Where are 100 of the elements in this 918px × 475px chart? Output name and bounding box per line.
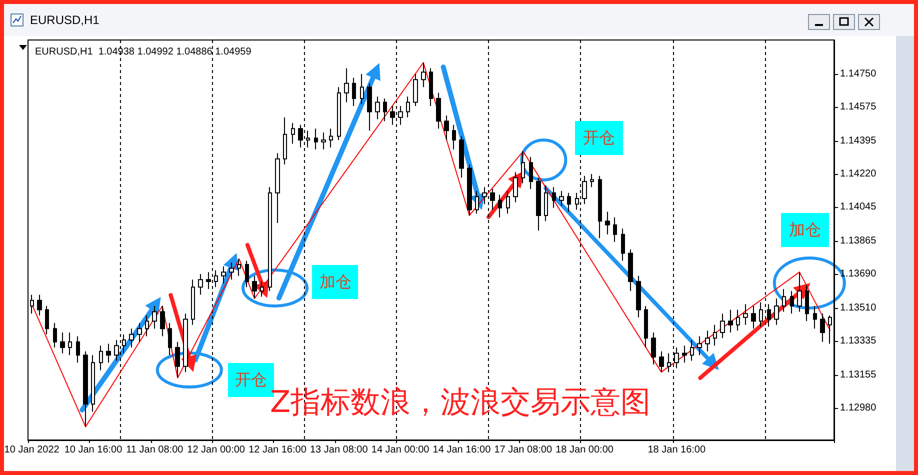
candlestick <box>720 313 725 339</box>
candlestick <box>828 314 832 344</box>
y-tick-label: 1.12980 <box>840 402 877 414</box>
candlestick <box>644 306 648 348</box>
annotation: 开仓 <box>575 121 624 155</box>
candlestick <box>805 284 809 322</box>
candlestick <box>436 92 441 130</box>
candlestick <box>321 132 326 150</box>
candlestick <box>344 68 349 103</box>
candlestick <box>160 306 165 337</box>
y-tick-label: 1.13335 <box>840 335 877 346</box>
candlestick <box>168 322 172 356</box>
candlestick <box>329 128 333 148</box>
x-tick-label: 10 Jan 2022 <box>4 444 60 456</box>
candlestick <box>636 275 641 318</box>
x-tick-label: 17 Jan 08:00 <box>494 444 552 456</box>
candlestick <box>728 309 733 333</box>
candlestick <box>659 350 664 373</box>
y-tick-label: 1.14220 <box>840 168 877 180</box>
annotation: Z指标数浪，波浪交易示意图 <box>270 384 651 422</box>
candlestick <box>137 322 142 342</box>
y-tick-label: 1.14045 <box>840 201 877 212</box>
candlestick <box>68 332 72 356</box>
candlestick <box>797 272 802 312</box>
x-tick-label: 12 Jan 16:00 <box>248 444 307 456</box>
candlestick <box>605 211 610 235</box>
candlestick <box>598 175 602 239</box>
candlestick <box>467 164 472 216</box>
x-tick-label: 13 Jan 08:00 <box>310 444 368 456</box>
candlestick <box>106 343 111 364</box>
candlestick <box>337 86 341 140</box>
candlestick <box>690 340 694 362</box>
candlestick <box>367 82 372 132</box>
candlestick <box>99 345 103 371</box>
candlestick <box>682 345 687 364</box>
candlestick <box>268 186 272 292</box>
candlestick <box>651 332 656 366</box>
annotation: 加仓 <box>780 213 829 247</box>
candlestick <box>536 177 541 232</box>
candlestick <box>790 290 794 314</box>
candlestick <box>60 332 65 354</box>
candlestick <box>429 68 433 107</box>
candlestick <box>152 306 157 330</box>
candlestick <box>283 116 287 166</box>
y-tick-label: 1.14750 <box>840 68 877 80</box>
candlestick <box>129 328 134 348</box>
candlestick <box>421 62 426 88</box>
candlestick <box>252 275 257 299</box>
y-tick-label: 1.14575 <box>840 101 877 112</box>
chart-title: EURUSD,H1 <box>30 13 100 27</box>
candlestick <box>513 172 518 203</box>
candlestick <box>53 322 57 348</box>
candlestick <box>506 190 510 214</box>
candlestick <box>375 96 380 120</box>
text: EURUSD,H1 1.04938 1.04992 1.04886 1.04959 <box>35 46 252 58</box>
candlestick <box>221 266 226 284</box>
candlestick <box>751 306 756 330</box>
y-tick-label: 1.13865 <box>840 235 877 246</box>
candlestick <box>705 330 710 352</box>
candlestick <box>352 77 356 107</box>
candlestick <box>552 186 556 208</box>
candlestick <box>544 184 548 222</box>
candlestick <box>198 273 203 296</box>
candlestick <box>475 190 479 214</box>
candlestick <box>275 152 280 224</box>
candlestick <box>759 302 763 328</box>
candlestick <box>521 150 525 184</box>
annotation: 加仓 <box>312 265 358 299</box>
candlestick <box>237 258 241 276</box>
x-tick-label: 12 Jan 00:00 <box>187 444 246 456</box>
candlestick <box>613 216 617 242</box>
candlestick <box>91 354 95 412</box>
candlestick <box>45 306 49 335</box>
candlestick <box>452 124 456 150</box>
candlestick <box>621 228 625 262</box>
candlestick <box>260 281 264 298</box>
candlestick <box>183 313 188 373</box>
candlestick <box>498 194 502 218</box>
x-tick-label: 10 Jan 16:00 <box>64 444 123 456</box>
candlestick <box>736 309 740 332</box>
x-tick-label: 14 Jan 16:00 <box>432 444 492 456</box>
candlestick <box>667 352 671 373</box>
candlestick <box>713 324 717 346</box>
candlestick <box>37 294 42 316</box>
candlestick <box>76 336 80 364</box>
y-tick-label: 1.13155 <box>840 369 877 380</box>
annotation: 开仓 <box>234 370 267 388</box>
candlestick <box>590 173 594 188</box>
x-tick-label: 18 Jan 16:00 <box>648 444 706 456</box>
candlestick <box>360 73 364 105</box>
candlestick <box>383 98 387 122</box>
candlestick <box>175 341 180 378</box>
candlestick <box>782 288 786 312</box>
candlestick <box>813 306 817 330</box>
candlestick <box>628 248 633 292</box>
x-tick-label: 14 Jan 00:00 <box>371 444 430 456</box>
candlestick <box>145 314 149 337</box>
candlestick <box>529 156 533 190</box>
candlestick <box>413 73 418 107</box>
candlestick <box>314 128 318 150</box>
